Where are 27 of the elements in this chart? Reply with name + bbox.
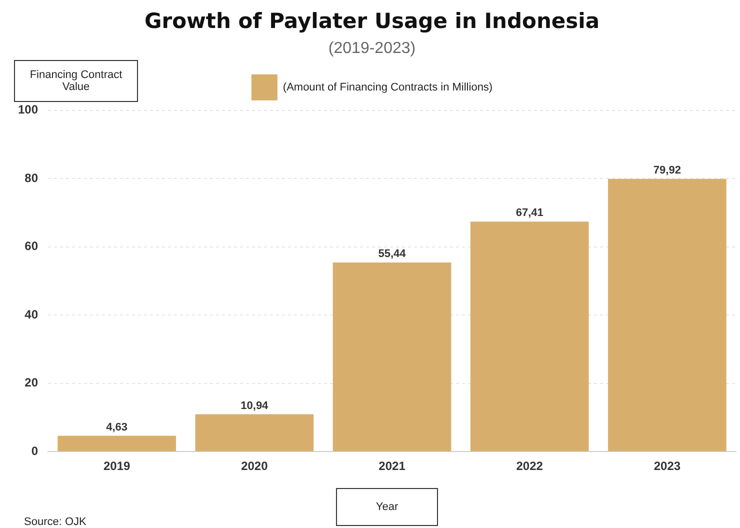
bar [608, 178, 726, 452]
x-axis-title: Year [336, 488, 438, 526]
x-tick-label: 2021 [378, 459, 406, 474]
data-label: 55,44 [378, 248, 407, 260]
data-label: 67,41 [516, 207, 544, 220]
y-tick-label: 40 [24, 307, 38, 322]
chart-subtitle: (2019-2023) [328, 40, 416, 58]
y-axis-title: Financing Contract Value [14, 60, 138, 102]
bar [58, 436, 176, 452]
x-tick-label: 2020 [241, 459, 268, 474]
y-tick-label: 20 [24, 376, 38, 390]
bar [195, 414, 314, 452]
y-tick-label: 0 [31, 444, 38, 458]
y-tick-label: 80 [24, 170, 38, 185]
source-note: Source: OJK [24, 516, 86, 528]
x-tick-label: 2019 [103, 459, 130, 474]
data-label: 79,92 [653, 164, 681, 176]
bar [332, 262, 452, 452]
y-tick-label: 60 [24, 239, 38, 254]
legend-label: (Amount of Financing Contracts in Millions) [282, 81, 493, 94]
y-tick-label: 100 [18, 102, 38, 117]
bar [470, 222, 589, 452]
x-tick-label: 2023 [654, 459, 681, 474]
data-label: 4,63 [106, 421, 128, 434]
x-tick-label: 2022 [516, 459, 544, 474]
chart-title: Growth of Paylater Usage in Indonesia [144, 9, 600, 34]
data-label: 10,94 [240, 400, 270, 412]
